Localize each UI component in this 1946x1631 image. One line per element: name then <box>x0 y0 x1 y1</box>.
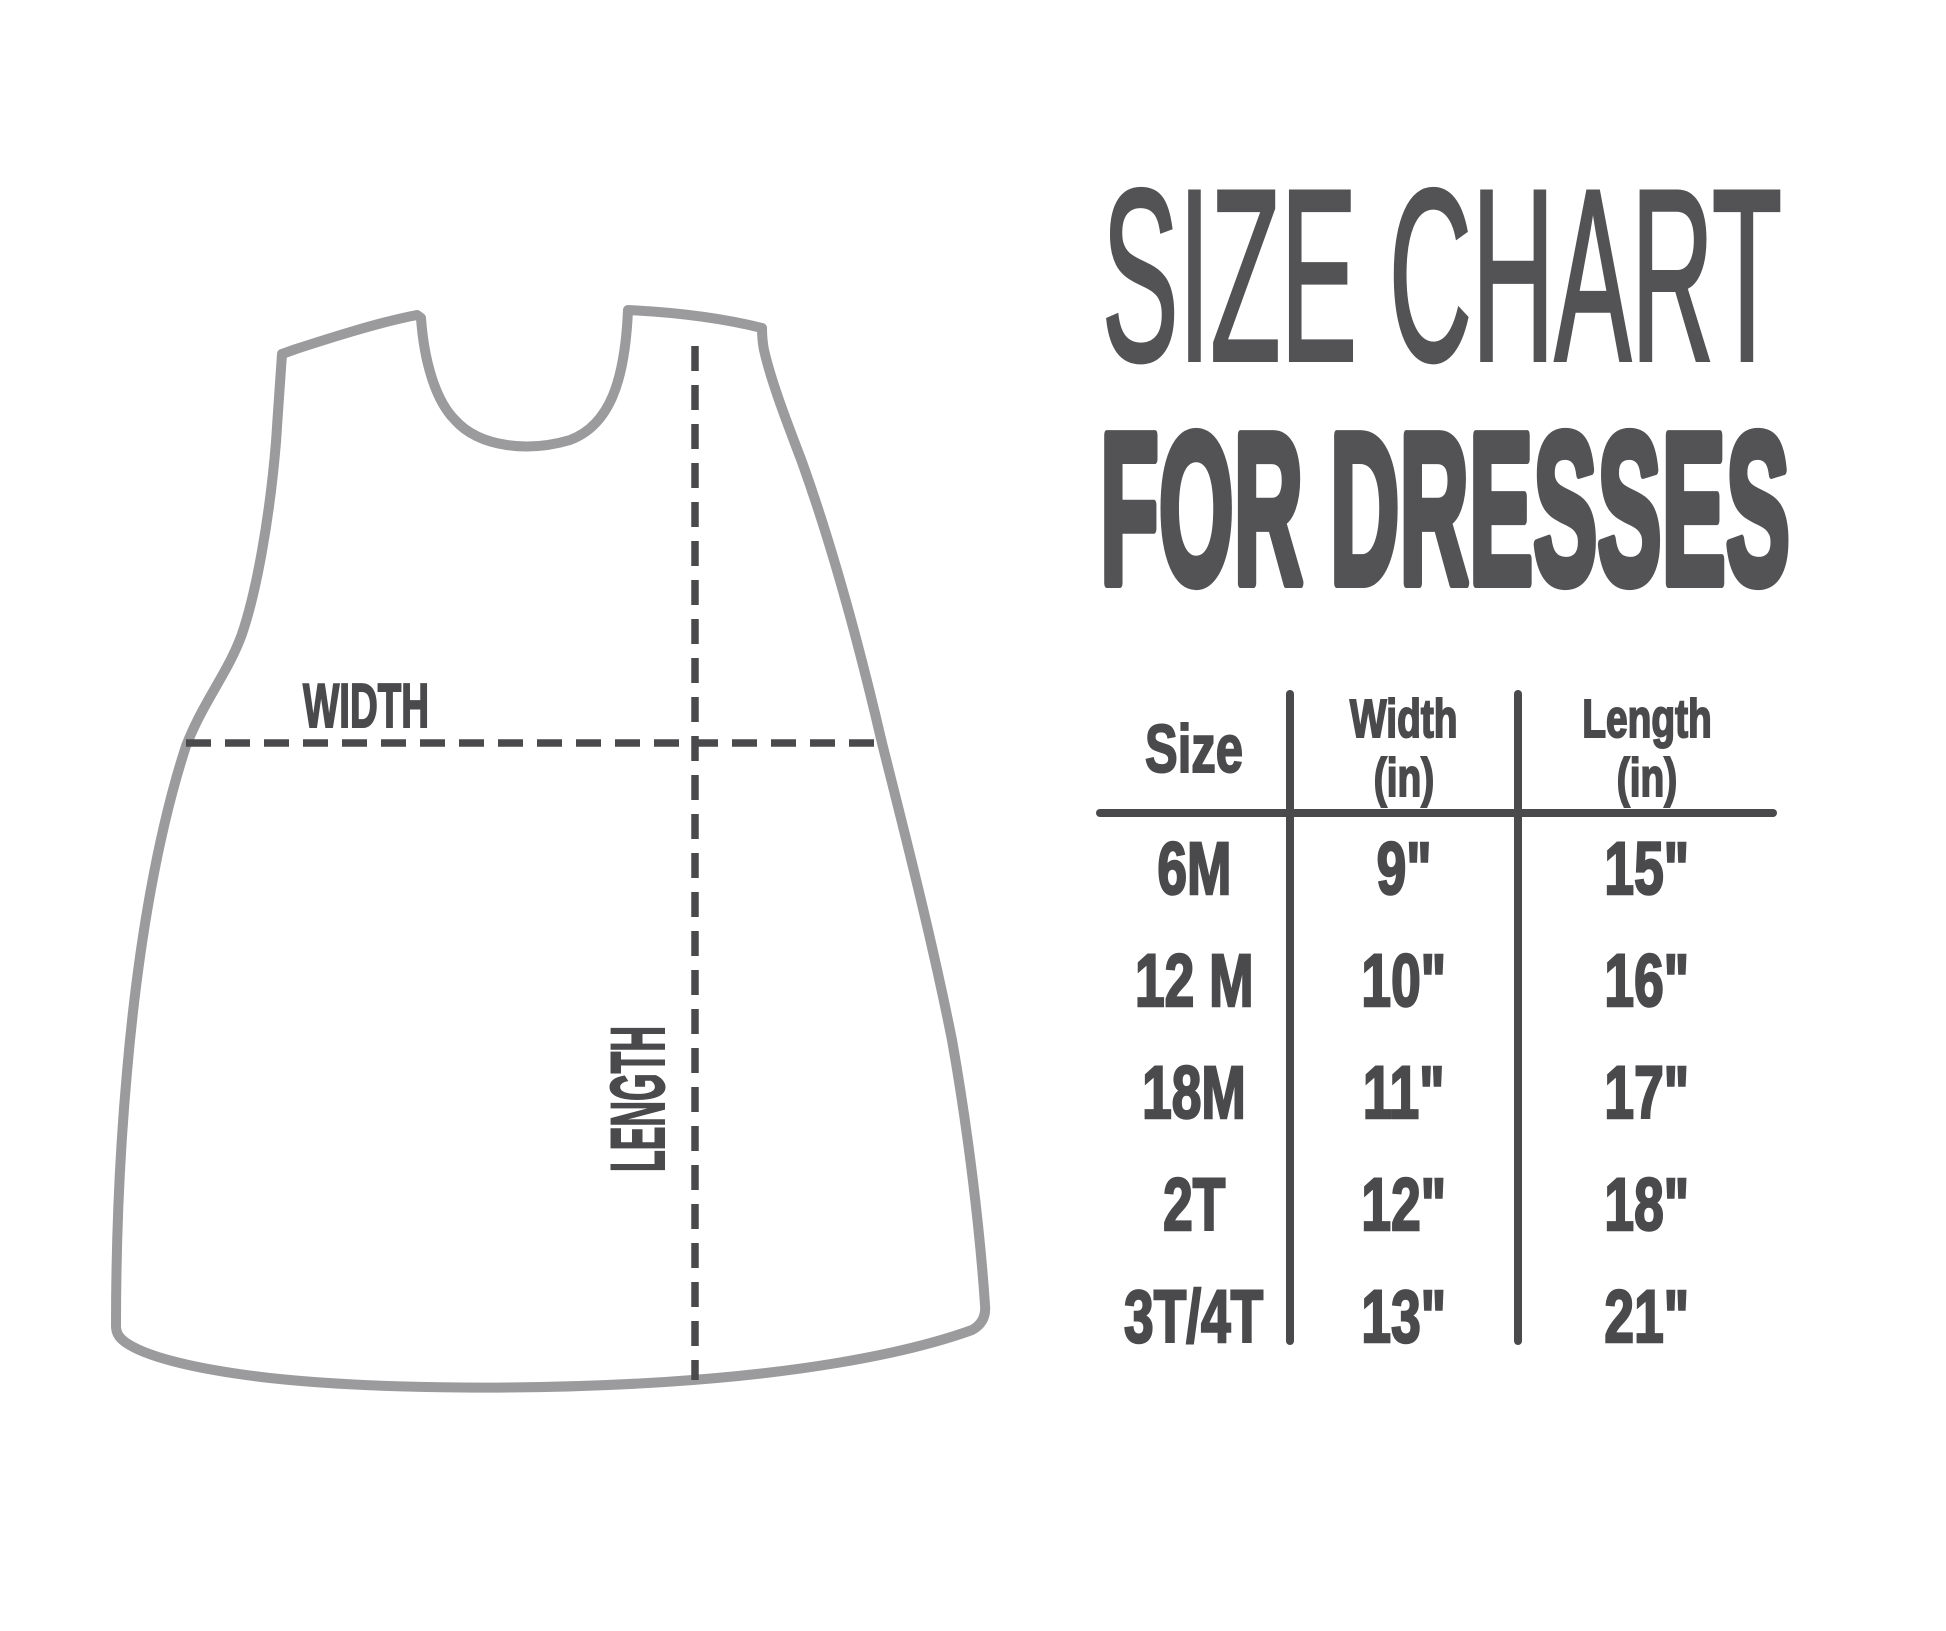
length-value: 16" <box>1603 939 1689 1022</box>
size-value: 2T <box>1162 1163 1226 1246</box>
length-value: 21" <box>1603 1275 1689 1358</box>
table-row: 2T 12" 18" <box>1098 1149 1775 1261</box>
width-value: 12" <box>1361 1163 1447 1246</box>
header-width: Width (in) <box>1349 689 1458 809</box>
table-row: 3T/4T 13" 21" <box>1098 1261 1775 1373</box>
length-value: 18" <box>1603 1163 1689 1246</box>
length-label: LENGTH <box>596 1026 681 1172</box>
dress-outline-shape <box>111 305 991 1393</box>
width-label: WIDTH <box>303 672 429 741</box>
table-row: 18M 11" 17" <box>1098 1037 1775 1149</box>
size-value: 6M <box>1156 827 1232 910</box>
page-subtitle: FOR DRESSES <box>1100 388 1790 629</box>
length-value: 15" <box>1603 827 1689 910</box>
size-value: 3T/4T <box>1124 1275 1265 1358</box>
table-header-row: Size Width (in) Length (in) <box>1098 689 1775 809</box>
size-table: Size Width (in) Length (in) 6M 9" 15" 12… <box>1096 689 1777 1390</box>
width-value: 11" <box>1362 1051 1445 1134</box>
length-value: 17" <box>1603 1051 1689 1134</box>
table-row: 12 M 10" 16" <box>1098 925 1775 1037</box>
header-length: Length (in) <box>1581 689 1712 809</box>
table-header-rule <box>1096 809 1777 817</box>
size-value: 18M <box>1141 1051 1246 1134</box>
width-value: 13" <box>1361 1275 1447 1358</box>
size-value: 12 M <box>1134 939 1254 1022</box>
header-size: Size <box>1144 711 1243 787</box>
page-title: SIZE CHART <box>1102 138 1782 412</box>
table-row: 6M 9" 15" <box>1098 813 1775 925</box>
width-value: 10" <box>1361 939 1447 1022</box>
width-value: 9" <box>1376 827 1433 910</box>
table-body: 6M 9" 15" 12 M 10" 16" 18M 11" 17" 2T 12… <box>1098 813 1775 1373</box>
table-column-divider <box>1514 690 1522 1345</box>
table-column-divider <box>1286 690 1294 1345</box>
